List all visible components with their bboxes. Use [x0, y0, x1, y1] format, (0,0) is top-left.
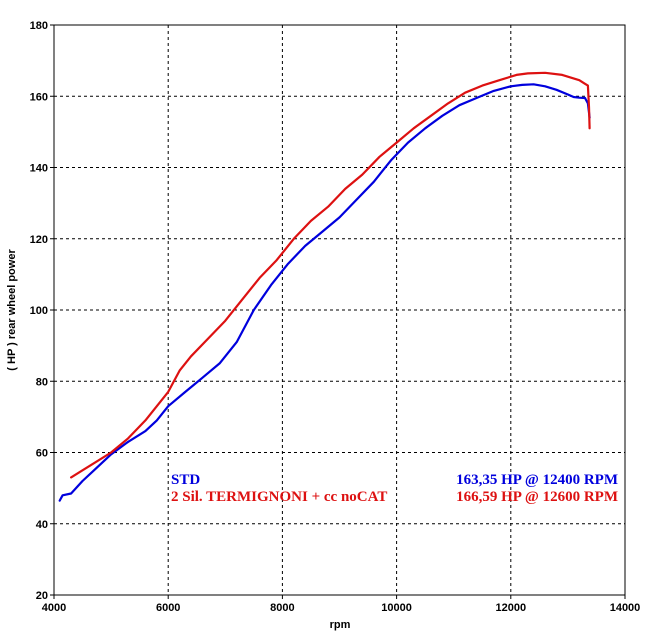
legend-series-2-name: 2 Sil. TERMIGNONI + cc noCAT — [171, 489, 387, 505]
x-tick-label: 8000 — [270, 602, 294, 614]
legend-series-1-name: STD — [171, 472, 200, 488]
x-tick-label: 10000 — [381, 602, 412, 614]
grid — [54, 25, 625, 595]
x-tick-label: 12000 — [496, 602, 527, 614]
legend-series-1-peak: 163,35 HP @ 12400 RPM — [456, 472, 618, 488]
y-tick-label: 80 — [36, 376, 48, 388]
series-line-2 — [70, 71, 591, 479]
x-axis: 4000 6000 8000 10000 12000 14000 — [42, 595, 641, 614]
y-axis-label: ( HP ) rear wheel power — [6, 249, 18, 371]
y-tick-label: 20 — [36, 590, 48, 602]
legend-series-2-peak: 166,59 HP @ 12600 RPM — [456, 489, 618, 505]
y-tick-label: 180 — [30, 20, 48, 32]
x-tick-label: 14000 — [610, 602, 641, 614]
legend: STD 163,35 HP @ 12400 RPM 2 Sil. TERMIGN… — [171, 472, 618, 505]
series-group — [58, 71, 591, 502]
series-line-1 — [58, 83, 591, 502]
y-tick-label: 40 — [36, 519, 48, 531]
y-tick-label: 100 — [30, 305, 48, 317]
x-tick-label: 4000 — [42, 602, 66, 614]
y-tick-label: 60 — [36, 448, 48, 460]
y-tick-label: 160 — [30, 91, 48, 103]
x-axis-label: rpm — [330, 619, 351, 631]
y-axis: 20 40 60 80 100 120 140 160 180 — [30, 20, 54, 602]
y-tick-label: 120 — [30, 234, 48, 246]
x-tick-label: 6000 — [156, 602, 180, 614]
y-tick-label: 140 — [30, 163, 48, 175]
